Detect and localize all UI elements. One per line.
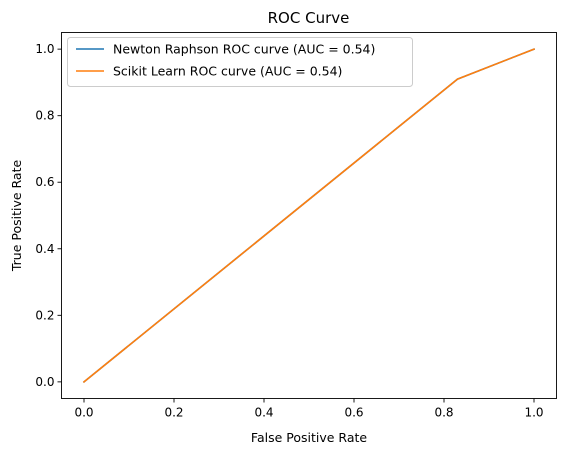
y-tick-label: 0.0: [35, 375, 54, 389]
series-layer: [82, 48, 536, 383]
legend: Newton Raphson ROC curve (AUC = 0.54) Sc…: [67, 37, 413, 87]
legend-box: [67, 37, 413, 87]
y-tick-label: 0.6: [35, 175, 54, 189]
x-tick-label: 0.8: [434, 406, 453, 420]
plot-area: [61, 32, 557, 399]
y-tick-label: 0.4: [35, 242, 54, 256]
x-tick-label: 0.2: [164, 406, 183, 420]
x-tick-label: 1.0: [524, 406, 543, 420]
legend-label-newton-raphson: Newton Raphson ROC curve (AUC = 0.54): [113, 42, 375, 57]
x-tick-label: 0.4: [254, 406, 273, 420]
y-tick-label: 1.0: [35, 42, 54, 56]
series-line-newton-raphson: [82, 48, 536, 383]
y-axis-label: True Positive Rate: [9, 160, 24, 273]
x-tick-label: 0.6: [344, 406, 363, 420]
y-axis: 0.0 0.2 0.4 0.6 0.8 1.0: [35, 42, 62, 389]
x-tick-label: 0.0: [74, 406, 93, 420]
y-tick-label: 0.8: [35, 109, 54, 123]
y-tick-label: 0.2: [35, 308, 54, 322]
x-axis-label: False Positive Rate: [251, 430, 367, 445]
series-line-scikit-learn: [82, 48, 536, 383]
legend-label-scikit-learn: Scikit Learn ROC curve (AUC = 0.54): [113, 64, 342, 79]
chart-title: ROC Curve: [268, 9, 350, 27]
x-axis: 0.0 0.2 0.4 0.6 0.8 1.0: [74, 398, 544, 420]
